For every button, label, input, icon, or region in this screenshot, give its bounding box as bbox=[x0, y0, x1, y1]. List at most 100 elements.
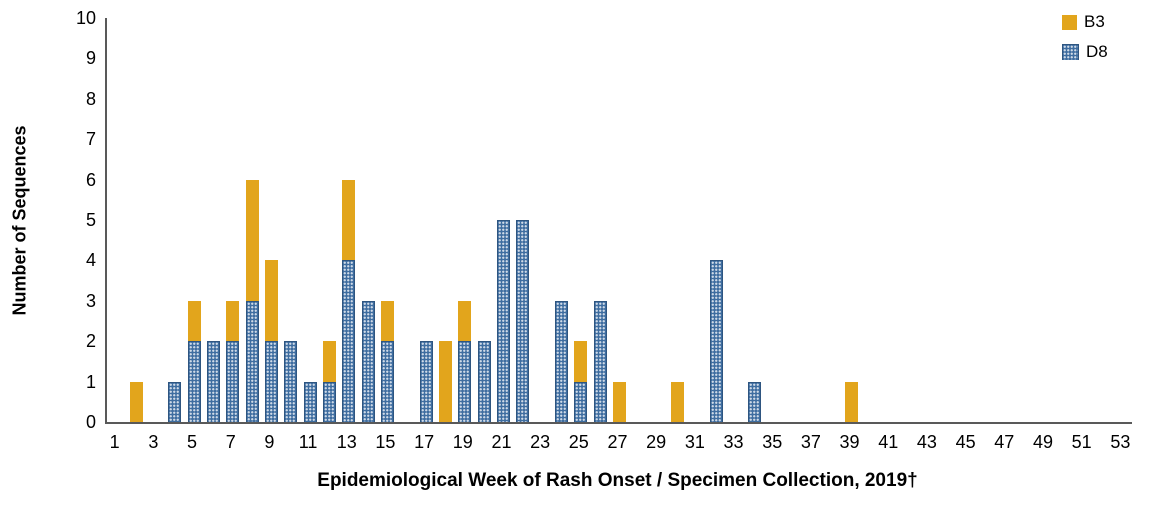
bar-segment-b3 bbox=[458, 300, 472, 342]
x-tick-label: 1 bbox=[109, 432, 120, 452]
x-tick-label: 21 bbox=[491, 432, 512, 452]
bar-segment-b3 bbox=[671, 381, 685, 422]
legend-item-d8: D8 bbox=[1062, 42, 1108, 62]
bar-segment-b3 bbox=[845, 381, 859, 422]
bar-week-22 bbox=[516, 220, 530, 422]
x-tick-label: 35 bbox=[762, 432, 783, 452]
bar-segment-d8 bbox=[245, 300, 259, 422]
bar-segment-d8 bbox=[168, 381, 182, 422]
x-tick-label: 41 bbox=[878, 432, 899, 452]
bar-segment-d8 bbox=[264, 341, 278, 422]
bar-segment-d8 bbox=[303, 381, 317, 422]
bar-week-25 bbox=[574, 341, 588, 422]
x-tick-label: 29 bbox=[646, 432, 667, 452]
bar-week-7 bbox=[226, 300, 240, 422]
y-tick-label: 5 bbox=[85, 210, 96, 230]
y-axis-ticks: 0 1 2 3 4 5 6 7 8 9 10 bbox=[58, 8, 96, 432]
x-tick-label: 33 bbox=[723, 432, 744, 452]
bar-segment-b3 bbox=[129, 381, 143, 422]
y-tick-label: 9 bbox=[85, 48, 96, 69]
x-tick-label: 51 bbox=[1071, 432, 1092, 452]
bar-segment-d8 bbox=[574, 381, 588, 422]
bar-week-21 bbox=[496, 220, 510, 422]
bar-week-18 bbox=[438, 341, 452, 422]
bar-week-39 bbox=[845, 381, 859, 422]
x-tick-label: 43 bbox=[916, 432, 937, 452]
bar-week-14 bbox=[361, 300, 375, 422]
legend-label-b3: B3 bbox=[1084, 12, 1105, 31]
x-axis-ticks: 1 3 5 7 9 11 13 15 17 19 21 23 25 27 29 31 33 35 37 39 41 43 4… bbox=[105, 432, 1131, 454]
bar-segment-d8 bbox=[477, 341, 491, 422]
bar-week-15 bbox=[380, 300, 394, 422]
x-tick-label: 31 bbox=[684, 432, 705, 452]
bar-week-24 bbox=[554, 300, 568, 422]
bar-segment-d8 bbox=[419, 341, 433, 422]
x-tick-label: 23 bbox=[530, 432, 551, 452]
x-tick-label: 39 bbox=[839, 432, 860, 452]
x-tick-label: 53 bbox=[1110, 432, 1131, 452]
y-tick-label: 1 bbox=[85, 371, 96, 392]
bar-segment-d8 bbox=[593, 300, 607, 422]
bar-segment-d8 bbox=[206, 341, 220, 422]
bar-segment-b3 bbox=[438, 341, 452, 422]
bar-week-13 bbox=[342, 179, 356, 422]
bar-segment-d8 bbox=[226, 341, 240, 422]
y-axis-title: Number of Sequences bbox=[9, 125, 30, 316]
bar-week-20 bbox=[477, 341, 491, 422]
bar-week-30 bbox=[671, 381, 685, 422]
y-tick-label: 6 bbox=[85, 169, 96, 190]
bar-segment-b3 bbox=[187, 300, 201, 342]
bar-segment-b3 bbox=[245, 179, 259, 301]
bar-segment-b3 bbox=[613, 381, 626, 422]
x-tick-label: 13 bbox=[336, 432, 357, 452]
bar-week-10 bbox=[284, 341, 298, 422]
bar-week-2 bbox=[129, 381, 143, 422]
d8-swatch-icon bbox=[1062, 44, 1079, 60]
x-tick-label: 15 bbox=[375, 432, 396, 452]
bar-week-9 bbox=[264, 260, 278, 422]
x-tick-label: 25 bbox=[568, 432, 589, 452]
y-tick-label: 3 bbox=[85, 290, 96, 311]
y-tick-label: 0 bbox=[85, 412, 96, 432]
bar-segment-d8 bbox=[516, 220, 530, 422]
x-tick-label: 37 bbox=[800, 432, 821, 452]
bar-week-17 bbox=[419, 341, 433, 422]
x-tick-label: 7 bbox=[225, 432, 236, 452]
bar-segment-d8 bbox=[458, 341, 472, 422]
legend: B3 D8 bbox=[1062, 12, 1108, 72]
bar-week-26 bbox=[593, 300, 607, 422]
x-tick-label: 9 bbox=[264, 432, 275, 452]
y-tick-label: 8 bbox=[85, 88, 96, 109]
x-axis-title: Epidemiological Week of Rash Onset / Spe… bbox=[317, 470, 918, 491]
x-tick-label: 17 bbox=[414, 432, 435, 452]
bar-week-19 bbox=[458, 300, 472, 422]
x-tick-label: 3 bbox=[148, 432, 159, 452]
legend-item-b3: B3 bbox=[1062, 12, 1108, 32]
bar-segment-d8 bbox=[496, 220, 510, 422]
y-tick-label: 7 bbox=[85, 129, 96, 150]
bar-segment-d8 bbox=[554, 300, 568, 422]
bar-segment-d8 bbox=[322, 381, 336, 422]
x-tick-label: 45 bbox=[955, 432, 976, 452]
bar-week-34 bbox=[748, 381, 762, 422]
x-tick-label: 47 bbox=[994, 432, 1015, 452]
bar-week-5 bbox=[187, 300, 201, 422]
plot-area bbox=[105, 18, 1132, 424]
bar-segment-d8 bbox=[380, 341, 394, 422]
bar-segment-b3 bbox=[380, 300, 394, 342]
bar-segment-b3 bbox=[226, 300, 240, 342]
bar-week-32 bbox=[709, 260, 723, 422]
bar-segment-b3 bbox=[264, 260, 278, 342]
bar-segment-b3 bbox=[342, 179, 356, 261]
bar-segment-d8 bbox=[187, 341, 201, 422]
x-tick-label: 19 bbox=[452, 432, 473, 452]
bar-segment-d8 bbox=[748, 381, 762, 422]
bar-segment-d8 bbox=[361, 300, 375, 422]
b3-swatch-icon bbox=[1062, 14, 1077, 30]
bar-segment-d8 bbox=[342, 260, 356, 422]
x-tick-label: 11 bbox=[298, 432, 318, 452]
bar-segment-d8 bbox=[284, 341, 298, 422]
bar-week-27 bbox=[613, 381, 626, 422]
bar-segment-d8 bbox=[709, 260, 723, 422]
